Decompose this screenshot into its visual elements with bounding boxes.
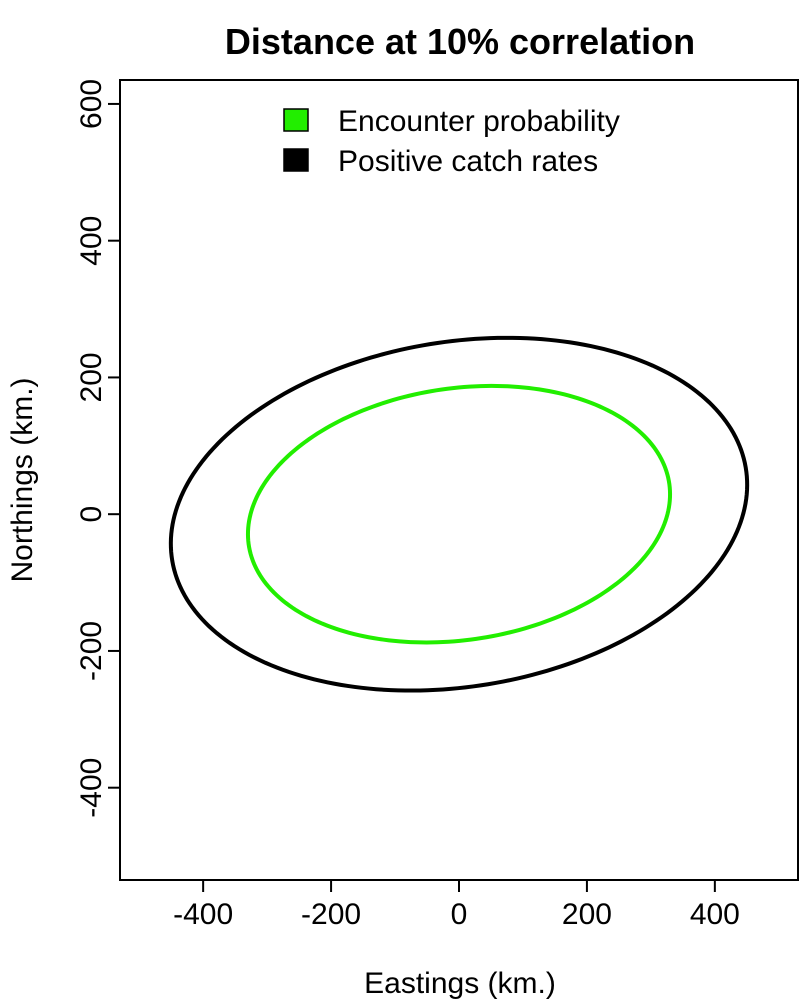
series-layer	[168, 335, 750, 693]
x-tick-label: -200	[301, 898, 361, 931]
x-tick-label: 200	[562, 898, 612, 931]
x-axis-label: Eastings (km.)	[364, 967, 556, 1000]
y-tick-label: -200	[75, 621, 108, 681]
legend-swatch	[283, 148, 309, 172]
x-tick-label: 400	[690, 898, 740, 931]
y-tick-label: -400	[75, 758, 108, 818]
legend-label: Positive catch rates	[338, 145, 598, 178]
legend-swatch	[283, 108, 309, 132]
x-tick-label: 0	[451, 898, 468, 931]
ellipse-positive-catch-rates	[168, 335, 750, 693]
plot-frame	[119, 79, 799, 881]
x-axis: -400 -200 0 200 400	[173, 880, 740, 931]
y-axis: -400 -200 0 200 400 600	[75, 79, 120, 818]
y-tick-label: 400	[75, 216, 108, 266]
y-axis-label: Northings (km.)	[6, 377, 39, 582]
ellipse-encounter-probability	[245, 383, 673, 645]
x-tick-label: -400	[173, 898, 233, 931]
y-tick-label: 0	[75, 506, 108, 523]
legend-label: Encounter probability	[338, 105, 620, 138]
y-tick-label: 200	[75, 352, 108, 402]
legend: Encounter probability Positive catch rate…	[283, 105, 620, 178]
y-tick-label: 600	[75, 79, 108, 129]
chart-title: Distance at 10% correlation	[225, 21, 695, 62]
